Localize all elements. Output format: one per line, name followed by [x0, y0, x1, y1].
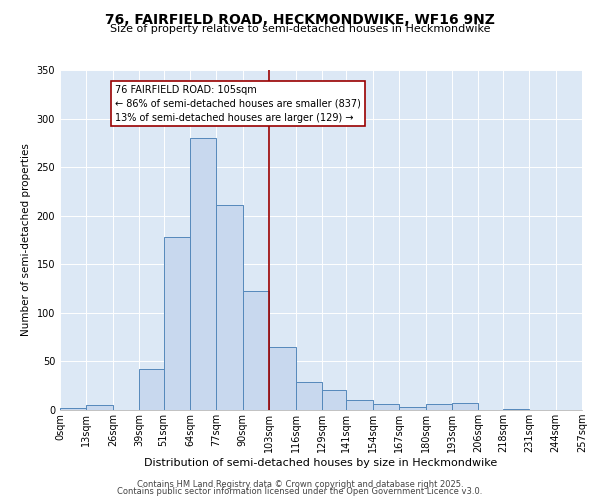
- X-axis label: Distribution of semi-detached houses by size in Heckmondwike: Distribution of semi-detached houses by …: [145, 458, 497, 468]
- Bar: [139, 369, 164, 410]
- Bar: [399, 407, 425, 410]
- Bar: [164, 237, 190, 410]
- Bar: [86, 405, 113, 410]
- Text: Contains HM Land Registry data © Crown copyright and database right 2025.: Contains HM Land Registry data © Crown c…: [137, 480, 463, 489]
- Bar: [503, 409, 529, 410]
- Bar: [296, 382, 322, 410]
- Y-axis label: Number of semi-detached properties: Number of semi-detached properties: [21, 144, 31, 336]
- Bar: [346, 400, 373, 410]
- Text: 76 FAIRFIELD ROAD: 105sqm
← 86% of semi-detached houses are smaller (837)
13% of: 76 FAIRFIELD ROAD: 105sqm ← 86% of semi-…: [115, 84, 361, 122]
- Bar: [452, 403, 478, 410]
- Bar: [269, 347, 296, 410]
- Text: Contains public sector information licensed under the Open Government Licence v3: Contains public sector information licen…: [118, 487, 482, 496]
- Text: Size of property relative to semi-detached houses in Heckmondwike: Size of property relative to semi-detach…: [110, 24, 490, 34]
- Bar: [322, 390, 346, 410]
- Bar: [243, 292, 269, 410]
- Bar: [60, 408, 86, 410]
- Text: 76, FAIRFIELD ROAD, HECKMONDWIKE, WF16 9NZ: 76, FAIRFIELD ROAD, HECKMONDWIKE, WF16 9…: [105, 12, 495, 26]
- Bar: [217, 205, 243, 410]
- Bar: [190, 138, 217, 410]
- Bar: [373, 404, 399, 410]
- Bar: [425, 404, 452, 410]
